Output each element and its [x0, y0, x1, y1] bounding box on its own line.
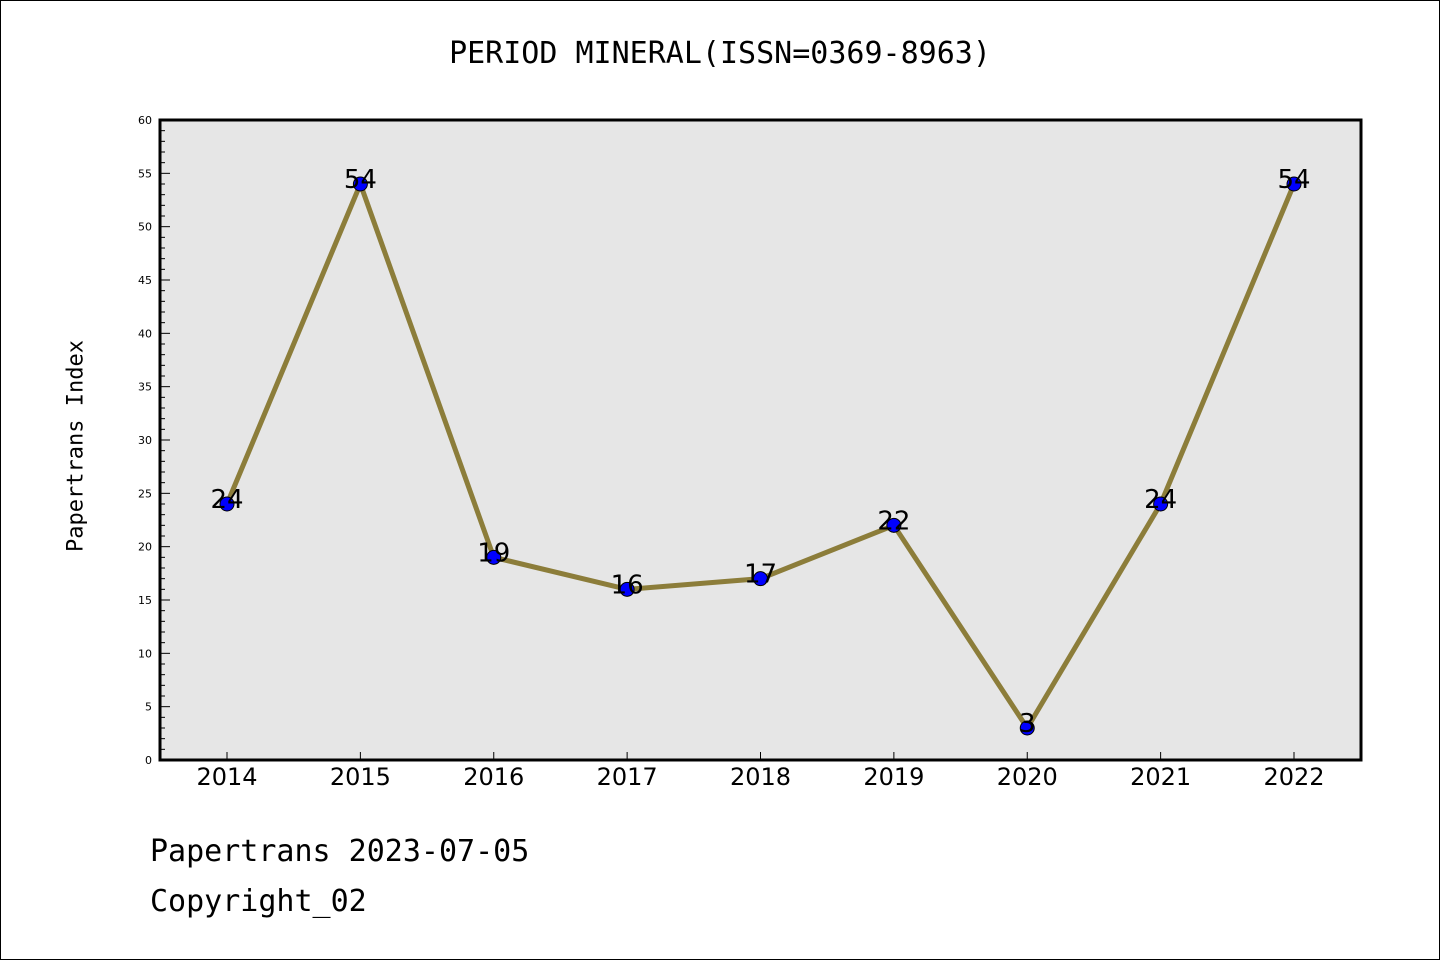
- y-tick-label: 60: [138, 114, 152, 127]
- x-tick-label: 2017: [597, 763, 658, 791]
- y-tick-label: 25: [138, 487, 152, 500]
- y-axis-ticks: 0 5 10 15 20 25 30 35 40 45 50 55 60: [138, 114, 170, 767]
- data-label: 24: [210, 485, 243, 515]
- data-point: [619, 581, 635, 597]
- series-markers: [219, 176, 1302, 736]
- plot-area: [158, 118, 1363, 762]
- x-tick-label: 2015: [330, 763, 391, 791]
- data-label: 22: [877, 506, 910, 536]
- y-tick-label: 10: [138, 647, 152, 660]
- y-tick-label: 30: [138, 434, 152, 447]
- x-axis-ticks: 2014 2015 2016 2017 2018 2019 2020 2021 2022: [196, 752, 1325, 791]
- y-tick-label: 0: [145, 754, 152, 767]
- data-point: [753, 571, 768, 587]
- data-label: 54: [344, 165, 377, 195]
- y-tick-label: 15: [138, 594, 152, 607]
- x-tick-label: 2021: [1130, 763, 1191, 791]
- x-tick-label: 2016: [463, 763, 524, 791]
- data-point: [352, 176, 368, 192]
- y-tick-label: 50: [138, 221, 152, 234]
- data-label: 24: [1144, 485, 1177, 515]
- data-label: 16: [611, 570, 644, 600]
- chart-title: PERIOD MINERAL(ISSN=0369-8963): [449, 36, 991, 71]
- footer-copyright: Copyright_02: [150, 884, 367, 919]
- data-label: 3: [1019, 709, 1036, 739]
- data-point: [1286, 176, 1302, 192]
- data-point: [219, 496, 235, 512]
- data-label: 54: [1277, 165, 1310, 195]
- x-tick-label: 2022: [1263, 763, 1324, 791]
- x-tick-label: 2020: [997, 763, 1058, 791]
- x-tick-label: 2019: [863, 763, 924, 791]
- data-point: [1153, 496, 1169, 512]
- y-tick-label: 5: [145, 701, 152, 714]
- x-tick-label: 2018: [730, 763, 791, 791]
- x-tick-label: 2014: [196, 763, 257, 791]
- footer-date: Papertrans 2023-07-05: [150, 834, 530, 869]
- data-point: [486, 549, 502, 565]
- data-label: 17: [744, 560, 777, 590]
- y-tick-label: 20: [138, 541, 152, 554]
- data-labels: 24 54 19 16 17 22 3 24 54: [210, 165, 1310, 739]
- data-point: [1019, 720, 1035, 736]
- y-tick-label: 45: [138, 274, 152, 287]
- data-label: 19: [477, 538, 510, 568]
- y-tick-label: 40: [138, 327, 152, 340]
- y-tick-label: 55: [138, 167, 152, 180]
- y-tick-label: 35: [138, 381, 152, 394]
- data-point: [886, 517, 902, 533]
